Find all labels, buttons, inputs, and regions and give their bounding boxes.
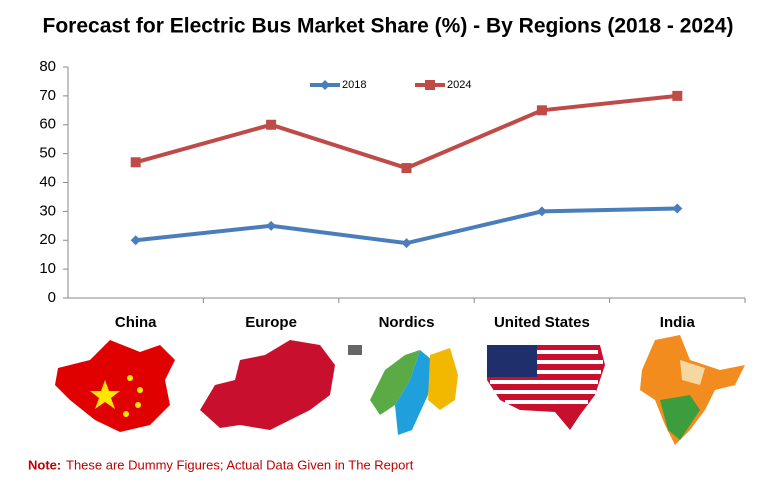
x-tick-label: United States <box>494 314 590 331</box>
y-tick-label: 60 <box>39 116 56 133</box>
point <box>266 220 277 231</box>
series-line <box>135 93 678 171</box>
note-text: These are Dummy Figures; Actual Data Giv… <box>66 457 414 472</box>
y-tick-label: 70 <box>39 87 56 104</box>
chart-title: Forecast for Electric Bus Market Share (… <box>43 15 734 38</box>
y-tick-label: 80 <box>39 58 56 75</box>
y-tick-label: 50 <box>39 145 56 162</box>
legend-label: 2024 <box>447 79 471 91</box>
china-map <box>55 340 175 432</box>
point <box>130 157 141 168</box>
x-tick-label: China <box>115 314 157 331</box>
point <box>672 90 683 101</box>
legend-marker <box>425 80 435 90</box>
us-map <box>487 345 605 430</box>
series-line <box>135 206 678 246</box>
india-map <box>640 335 745 445</box>
point <box>266 119 277 130</box>
y-tick-label: 20 <box>39 231 56 248</box>
point <box>130 235 141 246</box>
y-tick-label: 0 <box>48 289 56 306</box>
point <box>401 163 412 174</box>
point <box>536 105 547 116</box>
point <box>536 206 547 217</box>
note-label: Note: <box>28 457 61 472</box>
x-tick-label: India <box>660 314 696 331</box>
point <box>672 203 683 214</box>
y-tick-label: 10 <box>39 260 56 277</box>
point <box>401 238 412 249</box>
legend-label: 2018 <box>342 79 366 91</box>
y-tick-label: 30 <box>39 202 56 219</box>
y-tick-label: 40 <box>39 173 56 190</box>
x-tick-label: Nordics <box>379 314 435 331</box>
legend-marker <box>320 80 330 90</box>
nordics-map <box>348 345 458 435</box>
europe-map <box>200 340 335 430</box>
x-tick-label: Europe <box>245 314 297 331</box>
